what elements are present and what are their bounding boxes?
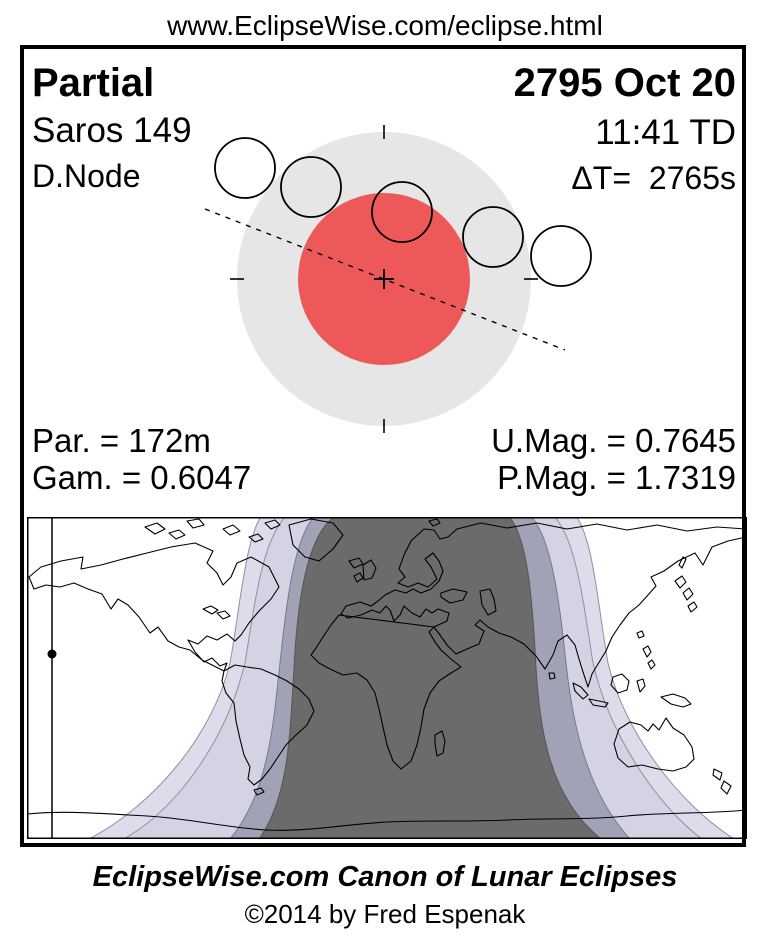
coast-south-america (221, 664, 315, 796)
delta-t-value: ΔT= 2765s (571, 160, 736, 196)
moon-positions (214, 137, 592, 287)
umbral-mag-value: U.Mag. = 0.7645 (491, 422, 736, 459)
coast-arctic-islands (144, 518, 441, 543)
coastlines (27, 518, 747, 831)
moon-circle (530, 225, 592, 287)
parallax-value: Par. = 172m (32, 422, 211, 459)
moon-circle (462, 206, 524, 268)
node-label: D.Node (32, 158, 141, 194)
eclipse-type: Partial (32, 61, 155, 105)
coast-greenland (288, 518, 344, 562)
coast-north-america (28, 542, 280, 672)
canon-title: EclipseWise.com Canon of Lunar Eclipses (92, 861, 678, 893)
axis-ticks (230, 125, 538, 433)
visibility-world-map (27, 517, 747, 839)
coast-iceland (348, 557, 364, 569)
center-cross-marker (374, 269, 394, 289)
moon-circle (214, 137, 276, 199)
moon-zenith-point (47, 649, 57, 659)
coast-british-isles (353, 559, 377, 583)
moon-circle (280, 156, 342, 218)
penumbral-mag-value: P.Mag. = 1.7319 (497, 459, 736, 496)
gamma-value: Gam. = 0.6047 (32, 459, 252, 496)
full-visibility-zone (258, 517, 602, 839)
eclipse-time: 11:41 TD (595, 113, 736, 152)
outer-frame (20, 45, 746, 847)
coast-caspian-sea (479, 588, 497, 616)
site-url: www.EclipseWise.com/eclipse.html (167, 10, 603, 41)
coast-black-sea (440, 588, 468, 604)
coast-antarctica (27, 809, 747, 831)
coast-japan (674, 556, 698, 613)
eclipse-date: 2795 Oct 20 (513, 61, 736, 105)
coast-australia (613, 717, 732, 795)
saros-label: Saros 149 (32, 111, 192, 150)
coast-afro-eurasia (310, 522, 747, 770)
ecliptic-node-line (204, 208, 566, 351)
moon-circle (371, 181, 433, 243)
coast-great-lakes (202, 605, 231, 620)
coast-south-asia-islands (434, 630, 692, 757)
copyright-line: ©2014 by Fred Espenak (244, 899, 526, 929)
map-border (27, 517, 747, 839)
eclipse-geometry-diagram (204, 125, 592, 433)
